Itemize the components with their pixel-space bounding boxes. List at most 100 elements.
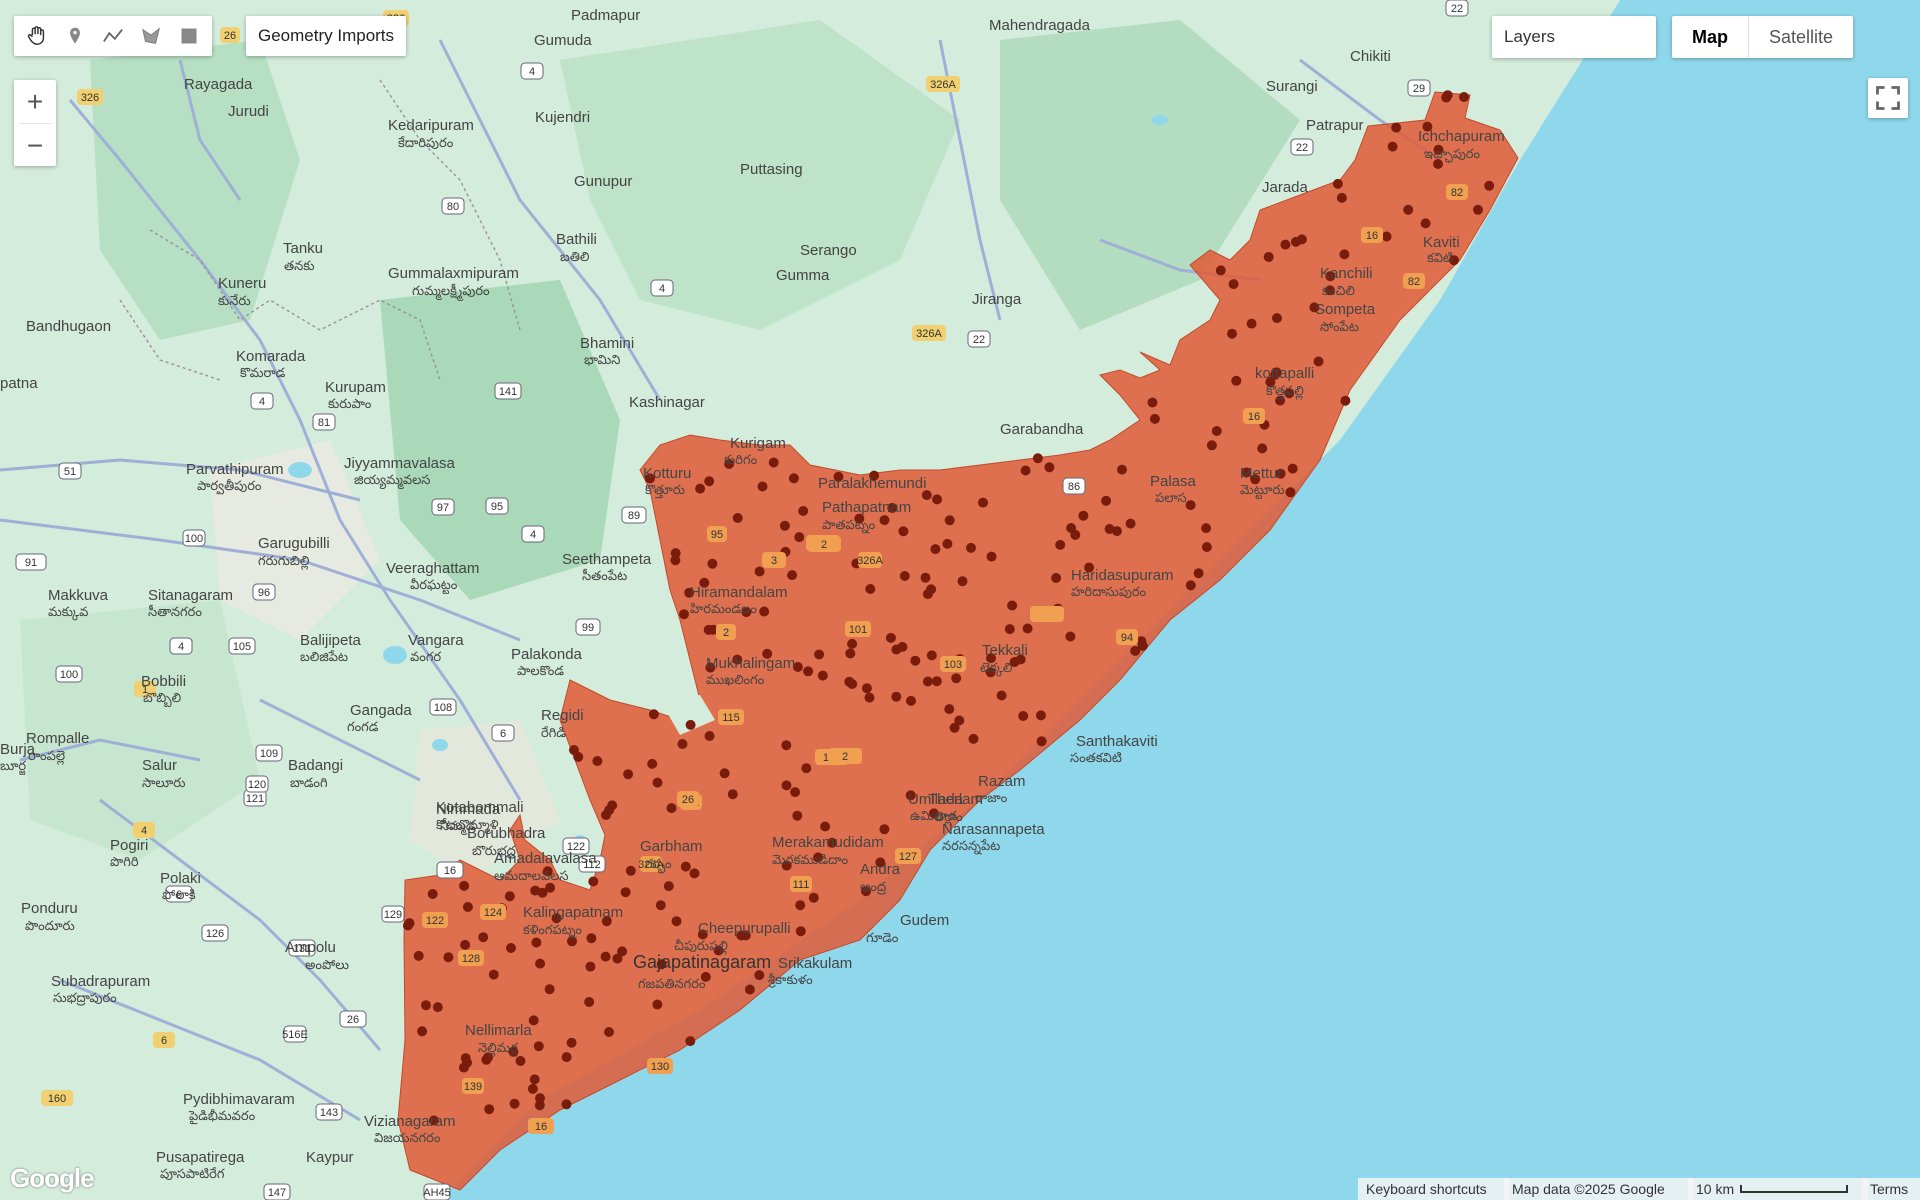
zoom-out-button[interactable]: − (26, 129, 44, 161)
place-label: Kedaripuram (388, 117, 474, 134)
place-label-te: ఇచ్ఛాపురం (1424, 147, 1481, 164)
marker-tool-button[interactable] (56, 16, 94, 56)
data-point (689, 868, 700, 879)
data-point (869, 470, 880, 481)
polygon-tool-button[interactable] (132, 16, 170, 56)
shield-label: 26 (347, 1014, 359, 1026)
place-label: Burja (0, 741, 36, 758)
fullscreen-button[interactable] (1868, 78, 1908, 118)
data-point (944, 704, 955, 715)
layers-label: Layers (1504, 27, 1556, 46)
pan-tool-button[interactable] (18, 16, 56, 56)
place-label: Jurudi (228, 103, 269, 120)
data-point (601, 916, 612, 927)
data-point (704, 476, 715, 487)
place-label: Nellimarla (465, 1022, 532, 1039)
data-point (417, 1026, 428, 1037)
data-point (534, 1100, 545, 1111)
place-label: Komarada (236, 348, 306, 365)
data-point (794, 532, 805, 543)
data-point (951, 673, 962, 684)
place-label-te: కంచిలి (1322, 284, 1355, 299)
data-point (996, 690, 1007, 701)
data-point (762, 648, 773, 659)
scale-bar[interactable]: 10 km (1688, 1178, 1868, 1200)
place-label: patna (0, 375, 38, 392)
shield-label: 81 (318, 417, 330, 429)
place-label: Ichchapuram (1418, 128, 1505, 145)
place-label: Pusapatirega (156, 1149, 245, 1166)
place-label: Sompeta (1315, 301, 1376, 318)
shield-label: 22 (1296, 142, 1308, 154)
data-point (861, 886, 871, 897)
shield-label: 94 (1121, 632, 1133, 644)
map-type-satellite-button[interactable]: Satellite (1769, 26, 1834, 47)
place-label: Seethampeta (562, 551, 652, 568)
highway-shields: 326 26 326 22 4 326A 29 326A 80 22 82 16… (15, 0, 1469, 1200)
data-point (528, 1015, 539, 1026)
map-type-map-button[interactable]: Map (1672, 16, 1749, 58)
data-point (803, 666, 814, 677)
data-point (954, 715, 965, 726)
zoom-in-button[interactable]: + (26, 85, 44, 117)
drawing-toolbar (14, 16, 212, 56)
shield-label: 2 (842, 751, 848, 763)
keyboard-shortcuts-link[interactable]: Keyboard shortcuts (1358, 1178, 1510, 1200)
place-label-te: బూర్జ (0, 759, 26, 776)
data-point (801, 763, 812, 774)
shield-label: 326 (81, 92, 99, 104)
place-label-te: ఉమిలాడ (910, 809, 958, 824)
place-label: Gudem (900, 912, 949, 929)
data-point (704, 731, 715, 741)
data-point (813, 852, 824, 863)
place-label-te: గుమ్మలక్ష్మీపురం (412, 283, 490, 302)
data-point (1201, 523, 1212, 534)
place-label: Cheepurupalli (698, 920, 791, 937)
shield-label: 82 (1408, 276, 1420, 288)
data-point (885, 632, 896, 643)
data-point (1149, 413, 1160, 424)
district-overlay-polygon[interactable] (397, 91, 1519, 1191)
data-point (544, 984, 555, 995)
data-point (986, 551, 997, 562)
scale-label: 10 km (1696, 1181, 1735, 1197)
data-point (1309, 302, 1320, 313)
data-point (1112, 526, 1122, 537)
data-point (1459, 92, 1469, 102)
shield-label: 127 (899, 851, 917, 863)
place-label: Hiramandalam (690, 584, 788, 601)
data-point (680, 861, 691, 872)
data-point (898, 526, 909, 537)
data-point (957, 576, 968, 587)
data-point (551, 913, 562, 924)
rectangle-tool-button[interactable] (170, 16, 208, 56)
shield-label: 26 (224, 30, 236, 42)
place-label-te: కొమరాడ (240, 366, 286, 381)
data-point (484, 1104, 495, 1115)
data-point (1201, 542, 1212, 552)
place-label-te: ఆమదాలవలస (494, 869, 568, 884)
data-point (1391, 122, 1402, 133)
shield-label: 4 (659, 283, 665, 295)
place-label-te: ఆంద్ర (860, 880, 886, 895)
shield-label: 100 (185, 533, 203, 545)
place-label: Mettur (1240, 465, 1283, 482)
data-point (905, 790, 916, 801)
data-point (1381, 231, 1392, 242)
data-point (527, 1083, 538, 1094)
place-label: Polaki (160, 870, 201, 887)
data-point (781, 780, 792, 791)
line-tool-button[interactable] (94, 16, 132, 56)
place-label-te: కొత్తూరు (645, 483, 686, 499)
place-label-te: రాంపల్లె (28, 749, 65, 765)
layers-button[interactable]: Layers (1492, 16, 1656, 58)
place-label: Paralakhemundi (818, 475, 926, 492)
terms-link[interactable]: Terms (1862, 1178, 1920, 1200)
geometry-imports-button[interactable]: Geometry Imports (246, 16, 407, 56)
place-label-te: హరిదాసుపురం (1071, 585, 1147, 600)
place-label: Nimmada (436, 801, 501, 818)
hand-icon (27, 26, 45, 45)
place-label: Sitanagaram (148, 587, 233, 604)
data-point (1044, 462, 1055, 473)
